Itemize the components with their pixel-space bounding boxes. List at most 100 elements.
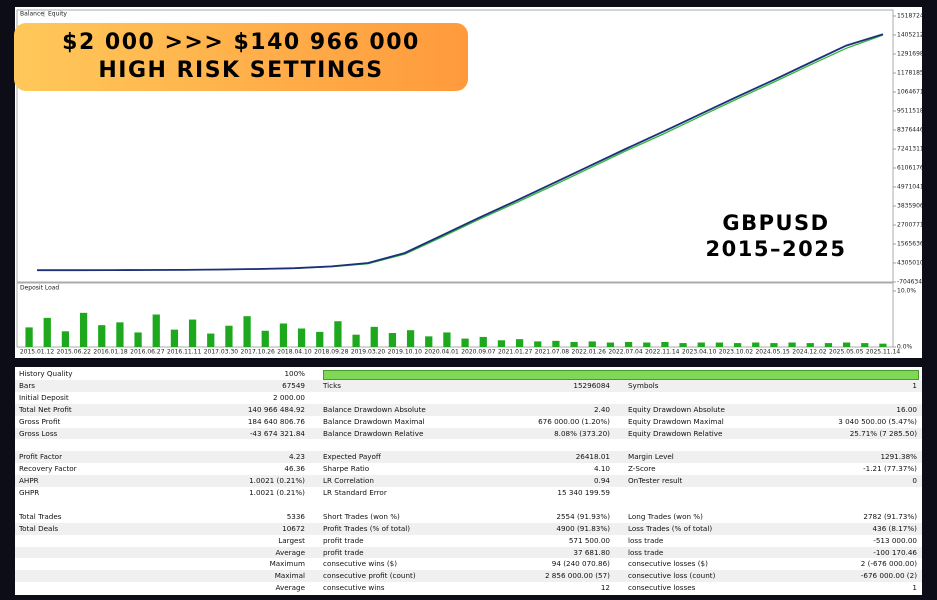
stat-value: 12	[600, 583, 610, 593]
y-tick-label: 10.0%	[897, 288, 916, 295]
stat-value: 2.40	[593, 404, 610, 414]
plot-frame	[16, 282, 894, 348]
stat-label: Balance Drawdown Maximal	[323, 416, 425, 426]
stat-value: -676 000.00 (2)	[860, 571, 917, 581]
stat-label: profit trade	[323, 547, 364, 557]
bar	[79, 312, 88, 347]
bar	[643, 342, 651, 347]
x-tick-label: 2023.10.02	[719, 349, 754, 356]
x-tick-label: 2023.04.10	[682, 349, 717, 356]
stat-label: Gross Loss	[19, 428, 58, 438]
x-tick-label: 2022.01.26	[572, 349, 607, 356]
table-row: Total Net Profit 140 966 484.92 Balance Dr…	[15, 403, 922, 416]
series-line	[37, 33, 884, 272]
stat-label: Maximum	[269, 559, 305, 569]
banner: $2 000 >>> $140 966 000 HIGH RISK SETTIN…	[14, 23, 468, 91]
stat-label: Symbols	[628, 380, 659, 390]
stat-value: 1.0021 (0.21%)	[249, 488, 305, 497]
table-row: Gross Loss -43 674 321.84 Balance Drawdown…	[15, 427, 922, 440]
bar	[824, 343, 833, 347]
stat-label: consecutive wins	[323, 583, 385, 593]
x-tick-label: 2022.07.04	[608, 349, 643, 356]
stat-label: Total Net Profit	[19, 404, 72, 414]
stat-value: 1291.38%	[880, 452, 917, 462]
bar	[352, 334, 360, 347]
stat-label: AHPR	[19, 476, 39, 486]
bar	[679, 343, 687, 347]
stat-label: Balance Drawdown Relative	[323, 428, 424, 438]
x-tick-label: 2018.04.10	[277, 349, 312, 356]
stat-value: 571 500.00	[568, 535, 610, 545]
bar	[43, 317, 51, 347]
bar	[188, 319, 197, 347]
stat-label: profit trade	[323, 535, 364, 545]
stat-value: 25.71% (7 285.50)	[849, 428, 917, 438]
bar	[261, 330, 269, 347]
bar	[406, 330, 415, 347]
banner-line: HIGH RISK SETTINGS	[98, 58, 384, 83]
stat-label: Balance Drawdown Absolute	[323, 404, 426, 414]
stat-value: 5336	[286, 511, 305, 521]
x-tick-label: 2025.05.05	[829, 349, 864, 356]
x-tick-label: 2025.11.14	[866, 349, 901, 356]
x-tick-label: 2017.10.26	[241, 349, 276, 356]
bar	[25, 327, 33, 347]
stat-value: 26418.01	[575, 452, 610, 462]
x-tick-label: 2016.01.18	[93, 349, 128, 356]
stat-value: 184 640 806.76	[247, 416, 305, 426]
table-row: profit trade 37 681.80 loss trade -100 170.…	[15, 546, 922, 559]
stat-label: History Quality	[19, 369, 73, 378]
bar	[715, 342, 724, 347]
stat-label: Long Trades (won %)	[628, 511, 703, 521]
bar	[388, 333, 397, 347]
y-tick-label: 4305010	[897, 259, 922, 266]
bar	[842, 342, 851, 347]
bar	[334, 321, 342, 347]
bar	[661, 341, 669, 347]
table-row: consecutive wins 12 consecutive losses 1 Ave…	[15, 582, 922, 594]
x-tick-label: 2015.01.12	[20, 349, 55, 356]
stat-label: consecutive wins ($)	[323, 559, 397, 569]
stat-label: OnTester result	[628, 476, 683, 486]
x-tick-label: 2015.06.22	[57, 349, 92, 356]
bar	[552, 340, 560, 347]
stat-label: Average	[275, 547, 305, 557]
stat-value: -513 000.00	[873, 535, 917, 545]
stat-label: Maximal	[274, 571, 305, 581]
stat-label: consecutive losses ($)	[628, 559, 708, 569]
stat-label: LR Standard Error	[323, 488, 387, 497]
stat-label: GHPR	[19, 488, 40, 497]
stat-label: Initial Deposit	[19, 392, 69, 402]
x-tick-label: 2020.04.01	[424, 349, 459, 356]
stat-label: Expected Payoff	[323, 452, 381, 462]
bar	[370, 326, 378, 347]
bar	[134, 332, 142, 347]
stat-value: 94 (240 070.86)	[551, 559, 610, 569]
stat-value: 100%	[284, 369, 305, 378]
stat-label: consecutive losses	[628, 583, 696, 593]
bar	[243, 316, 251, 347]
stat-value: 1.0021 (0.21%)	[249, 476, 305, 486]
stat-label: Total Deals	[19, 523, 59, 533]
x-tick-label: 2021.07.08	[535, 349, 570, 356]
x-tick-label: 2019.10.10	[388, 349, 423, 356]
table-row: GHPR 1.0021 (0.21%) LR Standard Error 15 34…	[15, 487, 922, 499]
stat-value: 46.36	[284, 464, 305, 474]
bar	[588, 341, 596, 347]
stat-label: Recovery Factor	[19, 464, 77, 474]
table-row: consecutive wins ($) 94 (240 070.86) conse…	[15, 558, 922, 570]
stat-value: 8.08% (373.20)	[554, 428, 610, 438]
stat-value: 676 000.00 (1.20%)	[538, 416, 610, 426]
x-tick-label: 2019.03.20	[351, 349, 386, 356]
y-tick-label: -7046341	[897, 279, 922, 286]
x-tick-label: 2021.01.27	[498, 349, 533, 356]
x-tick-label: 2018.09.28	[314, 349, 349, 356]
y-tick-label: 15656360	[897, 240, 922, 247]
y-tick-label: 95115181	[897, 107, 922, 114]
stat-value: 10672	[282, 523, 305, 533]
bar	[61, 331, 70, 347]
stat-label: Equity Drawdown Relative	[628, 428, 723, 438]
